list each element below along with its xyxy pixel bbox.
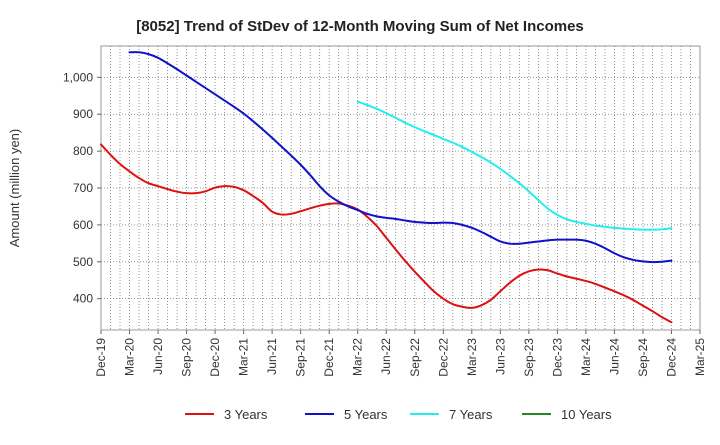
- plot-area: [100, 45, 701, 331]
- x-tick-label: Dec-24: [664, 338, 678, 377]
- x-tick-label: Mar-20: [123, 338, 137, 376]
- x-tick-label: Mar-22: [351, 338, 365, 376]
- axes: 400 500 600 700 800 900 1,000 Dec-19 Mar-20 Jun-2…: [63, 70, 707, 376]
- legend-label: 3 Years: [224, 407, 268, 422]
- x-tick-label: Dec-23: [550, 338, 564, 377]
- x-tick-label: Dec-19: [94, 338, 108, 377]
- y-tick-label: 900: [73, 107, 93, 121]
- series-lines: [100, 51, 673, 324]
- y-tick-label: 600: [73, 218, 93, 232]
- legend: 3 Years 5 Years 7 Years 10 Years: [185, 407, 612, 422]
- series-line-7-years: [356, 100, 673, 231]
- chart-title: [8052] Trend of StDev of 12-Month Moving…: [136, 18, 584, 35]
- x-tick-label: Jun-21: [265, 338, 279, 375]
- x-tick-label: Mar-25: [693, 338, 707, 376]
- x-tick-label: Mar-23: [465, 338, 479, 376]
- y-tick-label: 1,000: [63, 70, 93, 84]
- y-tick-label: 700: [73, 181, 93, 195]
- x-tick-label: Dec-22: [436, 338, 450, 377]
- x-tick-label: Sep-24: [636, 338, 650, 377]
- y-tick-label: 500: [73, 255, 93, 269]
- x-tick-label: Mar-24: [579, 338, 593, 376]
- x-tick-label: Jun-22: [379, 338, 393, 375]
- x-tick-label: Jun-24: [607, 338, 621, 375]
- x-tick-label: Sep-23: [522, 338, 536, 377]
- x-tick-label: Jun-23: [493, 338, 507, 375]
- x-tick-label: Mar-21: [237, 338, 251, 376]
- y-axis-label: Amount (million yen): [7, 129, 22, 248]
- legend-label: 10 Years: [561, 407, 612, 422]
- x-tick-label: Sep-22: [408, 338, 422, 377]
- series-line-3-years: [100, 143, 673, 324]
- x-tick-label: Dec-20: [208, 338, 222, 377]
- x-tick-label: Sep-20: [180, 338, 194, 377]
- x-tick-label: Dec-21: [322, 338, 336, 377]
- legend-label: 5 Years: [344, 407, 388, 422]
- y-tick-label: 800: [73, 144, 93, 158]
- y-tick-label: 400: [73, 292, 93, 306]
- x-tick-label: Sep-21: [294, 338, 308, 377]
- grid-lines: [101, 46, 700, 330]
- legend-label: 7 Years: [449, 407, 493, 422]
- series-line-5-years: [128, 51, 673, 264]
- x-tick-label: Jun-20: [151, 338, 165, 375]
